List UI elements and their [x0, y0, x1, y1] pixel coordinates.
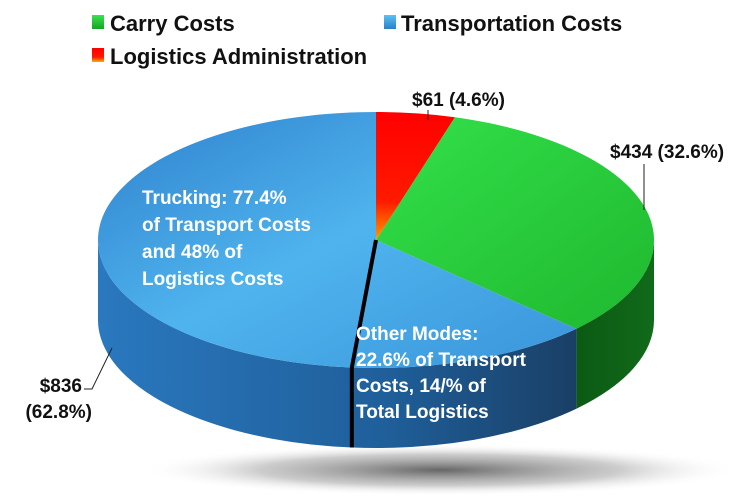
leader-line-transportation	[84, 347, 113, 390]
trucking-annotation-2: of Transport Costs	[142, 215, 311, 236]
data-label-logistics-administration: $61 (4.6%)	[412, 90, 505, 111]
data-label-transportation-line2: (62.8%)	[25, 402, 92, 423]
pie-side-carry-costs	[576, 240, 655, 409]
other-modes-annotation-3: Costs, 14/% of	[356, 376, 487, 397]
legend-label-carry-costs: Carry Costs	[110, 11, 235, 36]
pie-side-transportation-costs	[98, 240, 577, 448]
trucking-annotation-4: Logistics Costs	[142, 269, 283, 290]
other-modes-annotation-2: 22.6% of Transport	[356, 350, 527, 371]
other-modes-annotation-4: Total Logistics	[356, 402, 489, 423]
legend-label-transportation-costs: Transportation Costs	[401, 11, 622, 36]
trucking-annotation-1: Trucking: 77.4%	[142, 188, 287, 209]
trucking-divider-line	[349, 239, 378, 448]
pie-slice-transportation-costs	[98, 112, 577, 368]
data-label-carry-costs: $434 (32.6%)	[610, 142, 724, 163]
pie-shadow	[140, 444, 740, 496]
legend-swatch-transportation-costs	[384, 15, 396, 29]
legend-swatch-logistics-administration	[92, 48, 104, 62]
pie-slice-carry-costs	[376, 117, 654, 329]
pie-slice-logistics-administration	[376, 112, 455, 240]
legend-label-logistics-administration: Logistics Administration	[110, 44, 367, 69]
trucking-annotation-3: and 48% of	[142, 242, 243, 263]
data-label-transportation-line1: $836	[40, 376, 82, 397]
other-modes-annotation-1: Other Modes:	[356, 324, 478, 345]
legend-swatch-carry-costs	[92, 15, 104, 29]
